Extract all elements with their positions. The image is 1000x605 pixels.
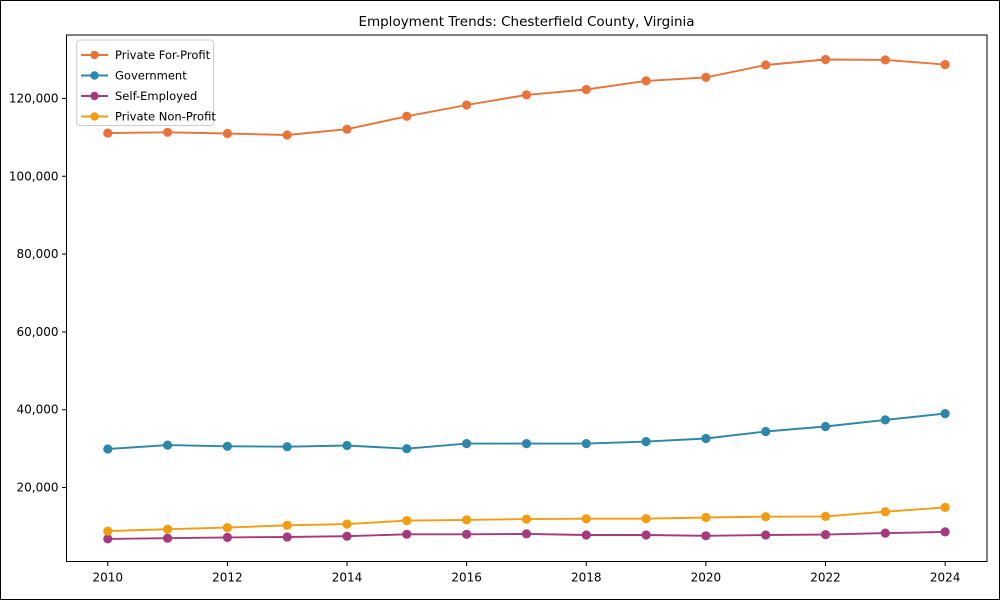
legend-item-private-non-profit: Private Non-Profit bbox=[81, 110, 216, 124]
data-point-private-non-profit bbox=[761, 512, 771, 522]
data-point-self-employed bbox=[342, 531, 352, 541]
data-point-private-non-profit bbox=[521, 514, 532, 524]
series-private-non-profit bbox=[103, 502, 950, 536]
series-self-employed bbox=[103, 527, 950, 544]
data-point-government bbox=[521, 439, 532, 449]
data-point-private-non-profit bbox=[581, 514, 591, 524]
data-point-government bbox=[402, 444, 412, 454]
data-point-private-non-profit bbox=[880, 507, 890, 517]
data-point-private-for-profit bbox=[103, 128, 113, 138]
legend: Private For-Profit Government Self-Employe… bbox=[76, 39, 216, 126]
x-tick-label: 2024 bbox=[930, 571, 961, 585]
data-point-government bbox=[342, 440, 352, 451]
legend-marker-dot bbox=[90, 50, 99, 60]
series-private-for-profit bbox=[103, 54, 950, 140]
data-point-private-for-profit bbox=[940, 60, 950, 70]
axes-frame bbox=[66, 34, 988, 562]
data-point-private-for-profit bbox=[462, 100, 472, 110]
legend-label: Private For-Profit bbox=[115, 48, 211, 62]
data-point-self-employed bbox=[820, 530, 831, 540]
data-point-private-non-profit bbox=[163, 524, 173, 534]
data-point-private-non-profit bbox=[940, 502, 950, 512]
x-axis: 2010 2012 2014 2016 2018 2020 2022 2024 bbox=[92, 561, 961, 585]
plot-area: 20,00040,00060,00080,000100,000120,00020… bbox=[9, 34, 988, 585]
data-point-private-for-profit bbox=[820, 54, 831, 65]
x-tick-label: 2022 bbox=[810, 571, 841, 585]
data-point-government bbox=[462, 439, 472, 449]
data-point-private-non-profit bbox=[402, 516, 412, 526]
data-point-private-for-profit bbox=[342, 124, 352, 134]
data-point-government bbox=[641, 437, 651, 447]
data-point-self-employed bbox=[940, 527, 950, 537]
data-point-self-employed bbox=[761, 530, 771, 540]
data-point-self-employed bbox=[641, 530, 651, 540]
data-point-government bbox=[222, 441, 232, 451]
x-tick-label: 2020 bbox=[691, 571, 722, 585]
data-point-government bbox=[103, 444, 113, 454]
data-point-government bbox=[163, 440, 173, 450]
data-point-self-employed bbox=[880, 528, 890, 538]
data-point-private-for-profit bbox=[880, 55, 890, 65]
data-point-private-for-profit bbox=[701, 72, 711, 82]
x-tick-label: 2016 bbox=[451, 571, 482, 585]
legend-label: Private Non-Profit bbox=[115, 110, 216, 124]
y-tick-label: 20,000 bbox=[17, 481, 59, 495]
data-point-private-non-profit bbox=[103, 526, 113, 536]
y-tick-label: 100,000 bbox=[9, 169, 59, 183]
data-point-self-employed bbox=[581, 530, 591, 540]
series-government bbox=[103, 409, 950, 454]
legend-marker-dot bbox=[90, 91, 99, 101]
data-point-government bbox=[282, 442, 292, 452]
x-tick-label: 2014 bbox=[332, 571, 363, 585]
x-tick-label: 2012 bbox=[212, 571, 243, 585]
legend-box bbox=[76, 39, 214, 126]
y-axis: 20,000 40,000 60,000 80,000 100,000 120,000 bbox=[9, 91, 67, 495]
y-tick-label: 60,000 bbox=[17, 325, 59, 339]
data-point-private-non-profit bbox=[701, 512, 711, 523]
data-point-self-employed bbox=[163, 533, 173, 543]
data-point-private-non-profit bbox=[222, 523, 232, 533]
data-point-self-employed bbox=[701, 531, 711, 541]
data-point-self-employed bbox=[222, 532, 232, 543]
data-point-government bbox=[581, 439, 591, 449]
legend-marker-dot bbox=[90, 112, 99, 121]
data-point-private-for-profit bbox=[163, 127, 173, 137]
data-point-government bbox=[701, 433, 711, 444]
chart-title: Employment Trends: Chesterfield County, … bbox=[358, 14, 694, 30]
data-point-private-non-profit bbox=[641, 514, 651, 524]
data-point-government bbox=[880, 415, 890, 425]
y-tick-label: 40,000 bbox=[17, 403, 59, 417]
data-point-self-employed bbox=[521, 529, 532, 539]
data-point-private-non-profit bbox=[282, 520, 292, 530]
data-point-private-non-profit bbox=[342, 519, 352, 529]
data-point-private-for-profit bbox=[402, 111, 412, 121]
data-point-private-for-profit bbox=[521, 90, 532, 100]
data-point-private-for-profit bbox=[222, 128, 232, 139]
data-point-private-for-profit bbox=[581, 84, 591, 95]
data-point-self-employed bbox=[103, 534, 113, 544]
legend-label: Government bbox=[115, 69, 187, 83]
legend-item-government: Government bbox=[81, 69, 187, 83]
data-point-self-employed bbox=[282, 532, 292, 542]
data-point-private-non-profit bbox=[462, 515, 472, 525]
legend-marker-dot bbox=[90, 71, 99, 80]
y-tick-label: 80,000 bbox=[17, 247, 59, 261]
data-point-private-for-profit bbox=[282, 130, 292, 140]
legend-item-private-for-profit: Private For-Profit bbox=[81, 48, 211, 62]
data-point-private-for-profit bbox=[641, 76, 651, 86]
data-point-government bbox=[940, 409, 950, 419]
x-tick-label: 2010 bbox=[92, 571, 123, 585]
y-tick-label: 120,000 bbox=[9, 91, 59, 105]
data-point-self-employed bbox=[402, 529, 412, 539]
legend-item-self-employed: Self-Employed bbox=[81, 89, 197, 103]
x-tick-label: 2018 bbox=[571, 571, 602, 585]
data-point-government bbox=[761, 426, 771, 437]
data-point-private-non-profit bbox=[820, 511, 831, 521]
legend-label: Self-Employed bbox=[115, 89, 197, 103]
data-point-self-employed bbox=[462, 529, 472, 539]
data-point-government bbox=[820, 421, 831, 432]
data-point-private-for-profit bbox=[761, 60, 771, 70]
